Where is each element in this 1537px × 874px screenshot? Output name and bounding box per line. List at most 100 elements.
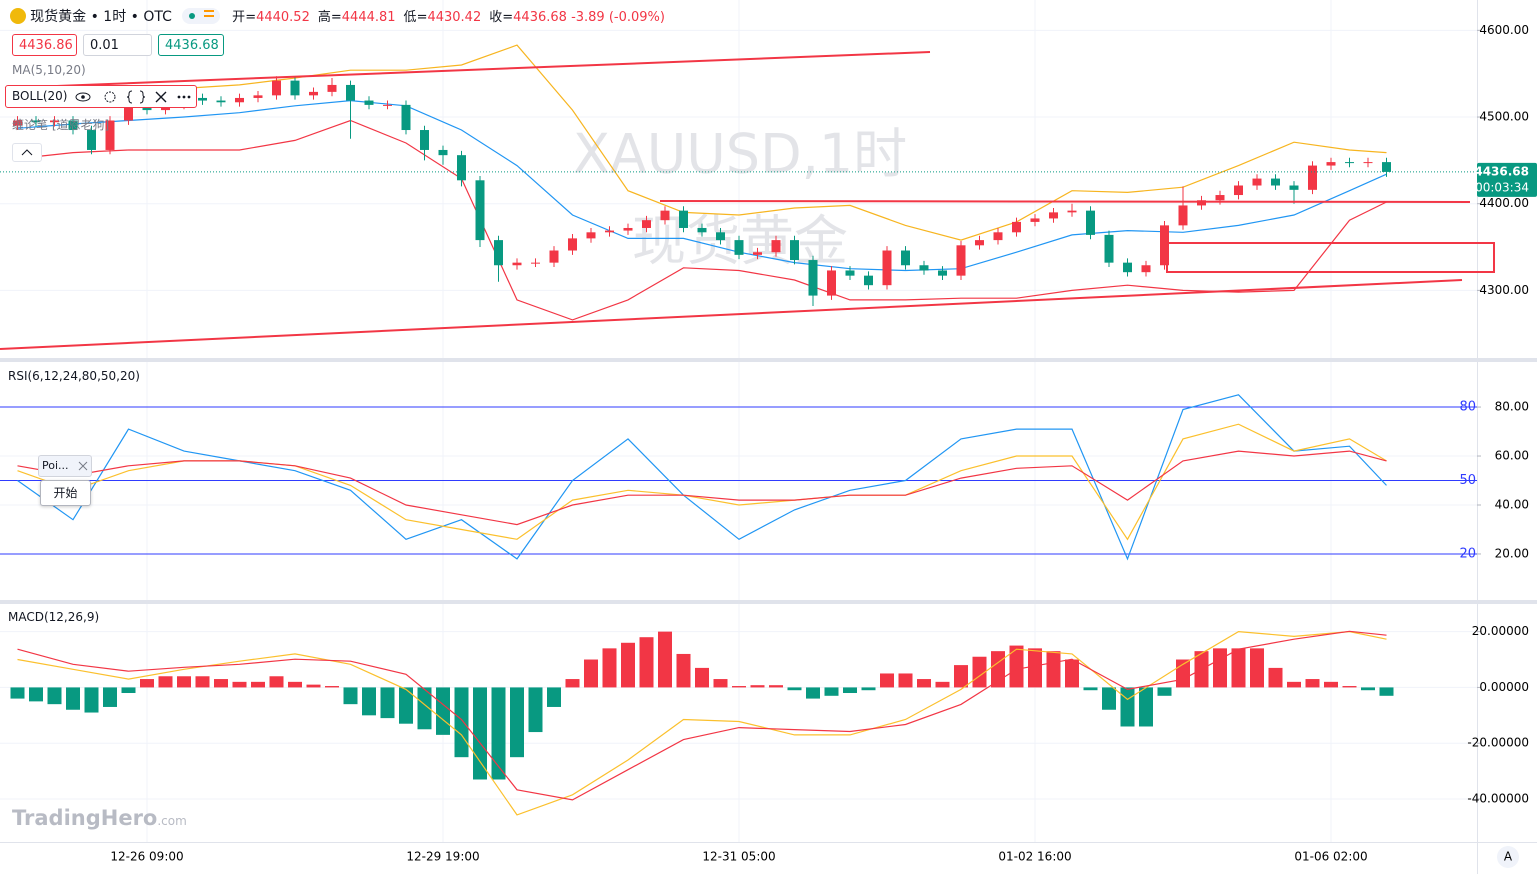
remove-icon[interactable]: [155, 91, 167, 103]
eye-icon[interactable]: [75, 92, 91, 102]
candle-body: [68, 120, 78, 131]
histogram-bar: [473, 687, 487, 780]
histogram-bar: [547, 687, 561, 707]
rectangle: [1166, 242, 1495, 273]
collapse-button[interactable]: [12, 143, 42, 162]
histogram-bar: [621, 642, 635, 688]
histogram-bar: [1361, 687, 1375, 691]
watermark-symbol: XAUUSD,1时: [573, 123, 907, 186]
x-tick-label: 01-02 16:00: [998, 850, 1071, 864]
y-tick-label: 20.00000: [1472, 624, 1529, 638]
candle-body: [253, 95, 263, 98]
histogram-bar: [84, 687, 99, 713]
candle-body: [549, 250, 559, 263]
ohlc-value: 4430.42: [427, 10, 482, 25]
histogram-bar: [658, 631, 672, 688]
rsi-legend[interactable]: RSI(6,12,24,80,50,20): [8, 369, 140, 383]
histogram-bar: [306, 684, 321, 688]
start-button[interactable]: 开始: [40, 480, 91, 506]
candle-body: [31, 120, 41, 123]
histogram-bar: [861, 687, 876, 691]
auto-scale-button[interactable]: [1497, 846, 1519, 868]
ma-legend[interactable]: MA(5,10,20): [12, 63, 86, 77]
candle-body: [124, 100, 133, 121]
histogram-bar: [1046, 651, 1061, 688]
x-tick-label: 12-29 19:00: [406, 850, 479, 864]
histogram-bar: [158, 676, 173, 688]
level-label: 80: [1459, 400, 1476, 415]
histogram-bar: [787, 687, 802, 691]
histogram-bar: [880, 673, 894, 688]
candle-body: [845, 270, 855, 276]
overlay-line: [17, 99, 1387, 272]
ohlc-value: 4436.68: [513, 10, 567, 25]
settings-icon[interactable]: [104, 91, 116, 103]
buy-button[interactable]: 4436.68: [158, 34, 224, 56]
symbol-title[interactable]: 现货黄金 • 1时 • OTC: [30, 9, 172, 25]
histogram-bar: [140, 679, 154, 688]
level-label: 50: [1459, 473, 1476, 488]
histogram-bar: [436, 687, 450, 735]
histogram-bar: [565, 679, 580, 688]
histogram-bar: [103, 687, 117, 707]
logo-suffix: .com: [157, 814, 187, 828]
candle-body: [808, 260, 818, 296]
candle-body: [1345, 162, 1354, 164]
auto-scale-label[interactable]: A: [1504, 850, 1513, 864]
histogram-bar: [824, 687, 839, 696]
candle-body: [1030, 218, 1040, 222]
candle-body: [198, 97, 207, 101]
candle-body: [438, 149, 448, 156]
histogram-bar: [769, 685, 783, 688]
axes: 4600.00 4500.00 4400.00 4300.00 80.00 60.00 40…: [110, 23, 1537, 864]
candle-body: [623, 227, 633, 231]
candle-body: [531, 262, 540, 264]
sell-button[interactable]: 4436.86: [12, 34, 77, 56]
histogram-bar: [1009, 645, 1024, 688]
trend-line: [4, 51, 931, 89]
candle-body: [512, 262, 522, 266]
candle-body: [87, 130, 96, 150]
candle-body: [827, 270, 836, 296]
histogram-bar: [1287, 681, 1301, 688]
drawing-legend[interactable]: 缠论笔 [道恩老狗]: [12, 118, 110, 132]
candle-body: [1178, 205, 1188, 226]
histogram-bar: [325, 686, 339, 688]
y-tick-label: 4400.00: [1479, 196, 1529, 210]
histogram-bar: [66, 687, 80, 710]
level-label: 20: [1459, 546, 1476, 561]
candle-body: [364, 100, 374, 105]
y-tick-label: 0.00000: [1479, 680, 1529, 694]
ohlc-item: 收=4436.68: [489, 10, 567, 25]
histogram-bar: [1379, 687, 1394, 696]
candle-body: [1326, 162, 1336, 166]
boll-legend[interactable]: BOLL(20): [12, 89, 68, 103]
candle-body: [938, 270, 947, 276]
candle-body: [1012, 221, 1021, 233]
plot: 80 50 20: [0, 44, 1477, 816]
histogram-bar: [806, 687, 820, 699]
candle-body: [105, 120, 115, 150]
candle-body: [1271, 178, 1280, 186]
histogram-bar: [750, 685, 765, 688]
more-icon[interactable]: [177, 95, 191, 99]
ohlc-item: 开=4440.52: [232, 10, 310, 25]
candle-body: [1086, 210, 1095, 235]
boll-toolbar: BOLL(20): [5, 85, 197, 108]
widget-title: Poi...: [42, 459, 69, 472]
candle-body: [475, 180, 485, 241]
y-tick-label: -40.00000: [1467, 792, 1529, 806]
candle-body: [1104, 234, 1114, 263]
histogram-bar: [1028, 648, 1042, 688]
histogram-bar: [232, 681, 247, 688]
macd-legend[interactable]: MACD(12,26,9): [8, 610, 100, 624]
histogram-bar: [510, 687, 524, 758]
quantity-input[interactable]: 0.01: [83, 34, 152, 56]
rsi-line: [17, 423, 1387, 541]
rsi-line: [17, 394, 1387, 561]
candle-body: [1234, 185, 1243, 196]
histogram-bar: [269, 676, 284, 688]
widget-close[interactable]: [77, 460, 89, 472]
source-icon[interactable]: [126, 90, 146, 104]
